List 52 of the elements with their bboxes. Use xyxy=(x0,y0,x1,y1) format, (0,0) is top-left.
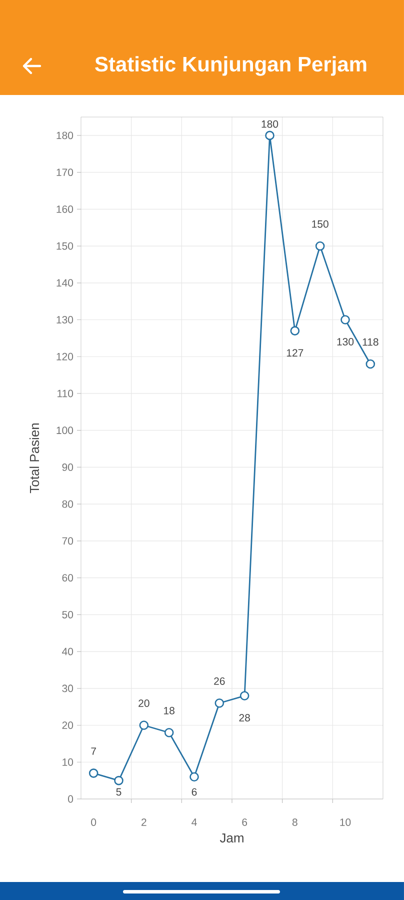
data-label: 150 xyxy=(312,220,328,228)
y-tick-label: 30 xyxy=(62,684,74,692)
x-axis-title: Jam xyxy=(220,833,244,843)
data-label: 26 xyxy=(214,677,225,685)
data-label: 7 xyxy=(91,748,96,755)
x-tick-label: 0 xyxy=(91,818,96,826)
point xyxy=(139,720,149,730)
y-tick-label: 140 xyxy=(56,279,74,287)
point xyxy=(366,359,376,369)
y-tick-label: 70 xyxy=(62,537,74,545)
y-tick-label: 100 xyxy=(56,426,74,434)
y-tick-label: 180 xyxy=(56,132,74,140)
data-label: 180 xyxy=(262,120,278,128)
x-tick-label: 2 xyxy=(142,818,146,826)
y-tick-label: 150 xyxy=(56,242,74,250)
y-tick-label: 0 xyxy=(68,795,74,803)
point xyxy=(114,776,124,786)
point xyxy=(340,315,350,324)
x-tick-label: 4 xyxy=(192,818,197,826)
point xyxy=(164,728,174,738)
y-tick-label: 160 xyxy=(56,205,74,213)
x-tick-label: 8 xyxy=(292,818,298,826)
y-tick-label: 20 xyxy=(62,722,74,729)
x-tick-label: 10 xyxy=(340,818,351,826)
point xyxy=(190,772,199,782)
y-tick-label: 50 xyxy=(62,610,74,618)
data-label: 28 xyxy=(239,714,250,722)
y-tick-label: 110 xyxy=(58,390,74,398)
y-tick-label: 170 xyxy=(56,168,74,176)
point xyxy=(265,130,274,140)
y-tick-label: 80 xyxy=(62,500,74,508)
chart-title: Statistic Kunjungan Perjam xyxy=(95,56,366,76)
y-axis-title: Total Pasien xyxy=(30,423,40,494)
point xyxy=(88,768,98,778)
point xyxy=(315,241,325,251)
data-label: 18 xyxy=(164,706,174,714)
data-label: 20 xyxy=(138,700,150,707)
y-tick-label: 130 xyxy=(56,316,74,324)
data-label: 130 xyxy=(337,338,354,346)
y-tick-label: 120 xyxy=(56,352,74,360)
y-tick-label: 40 xyxy=(62,648,74,656)
y-tick-label: 60 xyxy=(62,574,74,582)
data-label: 6 xyxy=(192,788,197,796)
y-tick-label: 10 xyxy=(62,758,74,766)
data-label: 118 xyxy=(362,338,378,346)
data-label: 127 xyxy=(286,349,304,356)
point xyxy=(214,698,224,708)
data-label: 5 xyxy=(116,788,122,796)
x-tick-label: 6 xyxy=(242,818,248,826)
point xyxy=(240,691,250,700)
point xyxy=(290,326,300,336)
y-tick-label: 90 xyxy=(62,464,74,471)
